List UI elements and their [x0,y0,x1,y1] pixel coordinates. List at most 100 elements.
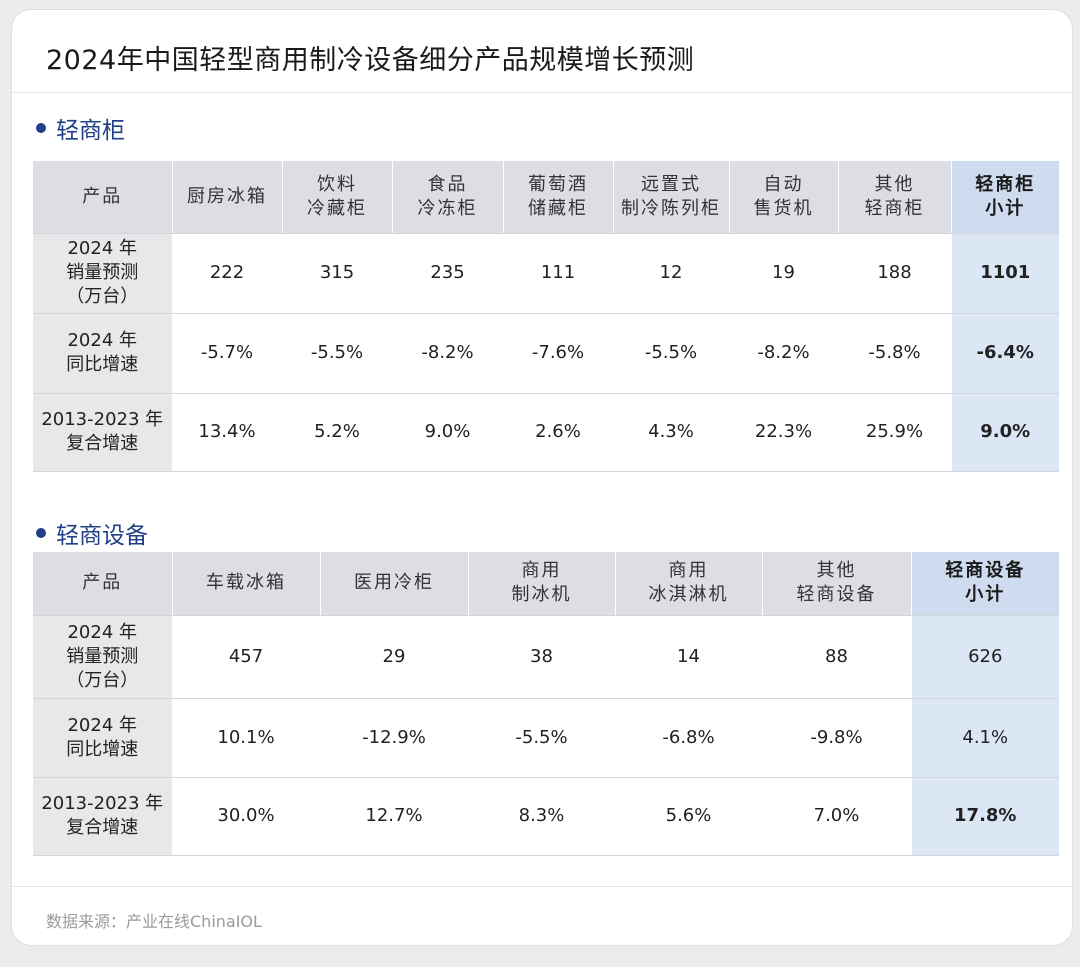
cell-line: 冰淇淋机 [648,584,729,606]
cell-line: 复合增速 [66,817,139,838]
header-cell-subtotal: 轻商设备 小计 [911,552,1059,616]
header-cell: 厨房冰箱 [172,161,283,234]
cell-line: 销量预测 [66,645,139,667]
title-divider [12,92,1072,93]
cell-line: 2024 年 [67,714,138,736]
value-cell: -5.5% [468,698,616,778]
value-cell: 30.0% [172,777,321,856]
header-row: 产品 车载冰箱 医用冷柜 商用 制冰机 商用 冰淇淋机 其他 轻商设备 轻商设备 小计 [33,552,1059,616]
value-cell: -7.6% [503,313,614,394]
cell-line: 2013-2023 年 [41,409,164,430]
row-label: 2024 年销量预测 （万台） [33,233,173,314]
cell-line: 厨房冰箱 [187,185,267,207]
cell-line: 产品 [82,185,123,207]
value-cell: -5.8% [838,313,952,394]
cell-line: 食品 [427,173,468,195]
section-title-light-equipment: 轻商设备 [36,516,148,550]
header-cell: 其他 轻商柜 [838,161,952,234]
row-label: 2013-2023 年复合增速 [33,393,173,472]
cell-line: 商用 [668,560,709,582]
header-cell: 葡萄酒 储藏柜 [503,161,614,234]
cell-line: （万台） [66,669,139,691]
value-cell: 111 [503,233,614,314]
header-cell: 商用 冰淇淋机 [615,552,763,616]
light-equipment-table: 产品 车载冰箱 医用冷柜 商用 制冰机 商用 冰淇淋机 其他 轻商设备 轻商设备 小计 2024 年销… [33,552,1059,856]
cell-line: 医用冷柜 [354,572,434,594]
value-cell: 7.0% [762,777,912,856]
row-label: 2013-2023 年复合增速 [33,777,173,856]
cell-line: 2013-2023 年 [41,793,164,814]
value-cell: 14 [615,615,763,699]
header-cell: 饮料 冷藏柜 [282,161,393,234]
cell-line: 其他 [816,560,857,582]
cell-line: 售货机 [753,197,814,219]
value-cell: -8.2% [392,313,504,394]
cell-line: 产品 [82,572,123,594]
cell-line: 销量预测 [66,262,139,283]
header-cell: 商用 制冰机 [468,552,616,616]
header-cell: 远置式 制冷陈列柜 [613,161,730,234]
header-cell: 自动 售货机 [729,161,839,234]
cell-line: 制冷陈列柜 [621,197,721,219]
subtotal-cell: 9.0% [951,393,1059,472]
table-row: 2024 年同比增速 10.1% -12.9% -5.5% -6.8% -9.8% 4.1% [33,698,1059,778]
subtotal-cell: 1101 [951,233,1059,314]
row-label: 2024 年同比增速 [33,313,173,394]
cell-line: 远置式 [641,173,701,195]
value-cell: 19 [729,233,839,314]
value-cell: 29 [320,615,469,699]
bullet-dot-icon [36,123,46,133]
value-cell: 88 [762,615,912,699]
cell-line: 2024 年 [67,238,138,259]
cell-line: 商用 [521,560,562,582]
section-title-light-cabinet: 轻商柜 [36,111,125,145]
section-title-text: 轻商设备 [56,523,148,549]
value-cell: -8.2% [729,313,839,394]
footer-divider [12,886,1072,887]
subtotal-cell: -6.4% [951,313,1059,394]
page-title: 2024年中国轻型商用制冷设备细分产品规模增长预测 [46,45,695,76]
cell-line: 小计 [985,197,1026,219]
header-cell: 其他 轻商设备 [762,552,912,616]
subtotal-cell: 626 [911,615,1059,699]
value-cell: 457 [172,615,321,699]
value-cell: -5.5% [282,313,393,394]
cell-line: 自动 [763,173,804,195]
table-row: 2024 年销量预测 （万台） 222 315 235 111 12 19 188 1101 [33,233,1059,314]
subtotal-cell: 17.8% [911,777,1059,856]
value-cell: 4.3% [613,393,730,472]
cell-line: 冷冻柜 [417,197,478,219]
header-cell-product: 产品 [33,161,173,234]
value-cell: 188 [838,233,952,314]
cell-line: 制冰机 [511,584,572,606]
value-cell: 222 [172,233,283,314]
cell-line: 轻商柜 [864,197,925,219]
cell-line: 其他 [874,173,915,195]
value-cell: 25.9% [838,393,952,472]
cell-line: （万台） [66,286,139,307]
subtotal-cell: 4.1% [911,698,1059,778]
cell-line: 饮料 [317,173,357,195]
source-note: 数据来源：产业在线ChinaIOL [46,912,262,931]
value-cell: 9.0% [392,393,504,472]
value-cell: -6.8% [615,698,763,778]
bullet-dot-icon [36,528,46,538]
section-title-text: 轻商柜 [56,118,125,144]
cell-line: 轻商设备 [945,560,1026,582]
cell-line: 复合增速 [66,433,139,454]
value-cell: 315 [282,233,393,314]
value-cell: 8.3% [468,777,616,856]
header-row: 产品 厨房冰箱 饮料 冷藏柜 食品 冷冻柜 葡萄酒 储藏柜 远置式 制冷陈列柜 自动 售货机 其他 轻商柜… [33,161,1059,234]
cell-line: 车载冰箱 [206,572,286,594]
table-row: 2024 年同比增速 -5.7% -5.5% -8.2% -7.6% -5.5% -8.2%… [33,313,1059,394]
cell-line: 2024 年 [67,330,138,351]
value-cell: -12.9% [320,698,469,778]
value-cell: 235 [392,233,504,314]
table-row: 2013-2023 年复合增速 30.0% 12.7% 8.3% 5.6% 7.0% 17.… [33,777,1059,856]
table-row: 2024 年销量预测 （万台） 457 29 38 14 88 626 [33,615,1059,699]
cell-line: 2024 年 [67,621,138,643]
header-cell: 车载冰箱 [172,552,321,616]
value-cell: 10.1% [172,698,321,778]
value-cell: 38 [468,615,616,699]
header-cell-product: 产品 [33,552,173,616]
